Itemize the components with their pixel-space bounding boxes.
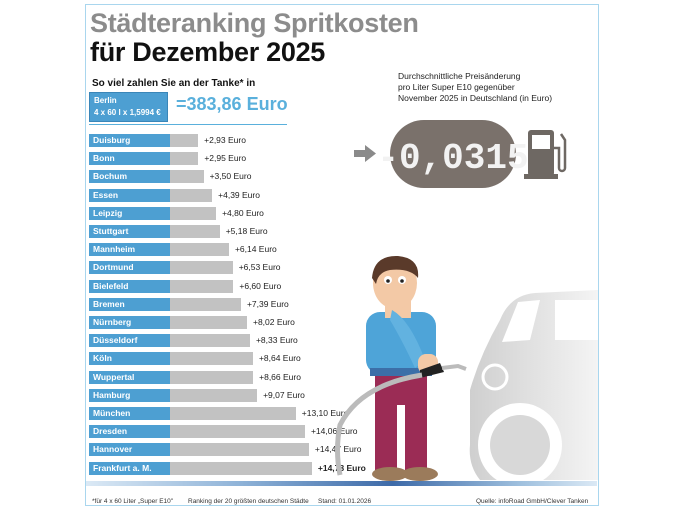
value-label: +2,95 Euro <box>204 153 247 164</box>
bar <box>170 297 241 311</box>
value-label: +9,07 Euro <box>263 389 305 400</box>
bar <box>170 407 296 420</box>
bar <box>170 316 247 329</box>
city-label: Essen <box>89 188 170 202</box>
city-label: Frankfurt a. M. <box>89 461 170 475</box>
bar <box>170 206 217 220</box>
footer-note: *für 4 x 60 Liter „Super E10" <box>92 498 174 505</box>
price-display-graphic: -0,0315 <box>354 120 567 188</box>
value-label: +6,53 Euro <box>238 262 281 273</box>
bar <box>170 243 229 257</box>
bar <box>170 134 199 147</box>
value-label: +6,60 Euro <box>239 280 282 291</box>
footer-source: Quelle: infoRoad GmbH/Clever Tanken <box>476 498 589 505</box>
city-label: Hamburg <box>89 388 170 402</box>
bar <box>170 188 213 202</box>
city-label: Bochum <box>89 170 170 184</box>
fuel-pump-icon <box>524 130 567 179</box>
value-label: +13,10 Euro <box>301 408 349 418</box>
value-label: +5,18 Euro <box>225 226 268 236</box>
city-label: Bonn <box>89 152 170 166</box>
divider <box>89 124 287 125</box>
city-label: Köln <box>89 352 170 366</box>
title-line-1: Städteranking Spritkosten <box>90 8 419 38</box>
city-label: Dortmund <box>89 261 170 275</box>
price-change-caption: Durchschnittliche Preisänderung pro Lite… <box>398 71 552 104</box>
subtitle: So viel zahlen Sie an der Tanke* in <box>92 78 256 89</box>
berlin-city: Berlin <box>94 96 117 105</box>
berlin-total: =383,86 Euro <box>176 94 288 114</box>
value-label: +8,33 Euro <box>255 335 298 346</box>
bar <box>170 152 199 166</box>
value-label: +8,64 Euro <box>258 353 301 364</box>
bar <box>170 261 233 275</box>
footer-ranking: Ranking der 20 größten deutschen Städte <box>188 498 309 505</box>
footer-date: Stand: 01.01.2026 <box>318 498 372 505</box>
city-label: Mannheim <box>89 243 170 257</box>
bar <box>170 170 204 184</box>
berlin-box: Berlin 4 x 60 l x 1,5994 € <box>89 92 168 122</box>
city-label: Dresden <box>89 425 170 439</box>
bar <box>170 225 220 238</box>
value-label: +14,78 Euro <box>317 462 366 473</box>
value-label: +4,80 Euro <box>222 207 264 218</box>
car-illustration <box>469 290 598 482</box>
city-label: München <box>89 407 170 420</box>
caption-line: pro Liter Super E10 gegenüber <box>398 82 515 92</box>
bar <box>170 388 258 402</box>
bar <box>170 352 253 366</box>
value-label: +8,02 Euro <box>252 317 295 327</box>
value-label: +2,93 Euro <box>204 135 246 145</box>
city-label: Hannover <box>89 443 170 457</box>
value-label: +3,50 Euro <box>209 171 252 182</box>
value-label: +7,39 Euro <box>246 298 289 309</box>
city-label: Düsseldorf <box>89 334 170 348</box>
city-label: Wuppertal <box>89 370 170 384</box>
bar <box>170 425 305 439</box>
price-change-value: -0,0315 <box>377 138 528 179</box>
city-label: Duisburg <box>89 134 170 147</box>
title-line-2: für Dezember 2025 <box>90 37 326 67</box>
caption-line: Durchschnittliche Preisänderung <box>398 71 521 81</box>
city-label: Stuttgart <box>89 225 170 238</box>
arrow-right-icon <box>354 145 376 162</box>
city-label: Leipzig <box>89 206 170 220</box>
city-label: Bielefeld <box>89 279 170 293</box>
bar <box>170 461 312 475</box>
man-illustration <box>335 255 467 481</box>
illustration <box>335 255 598 482</box>
bar <box>170 334 250 348</box>
city-label: Nürnberg <box>89 316 170 329</box>
footer-stripe <box>86 481 597 486</box>
bar <box>170 443 309 457</box>
city-label: Bremen <box>89 297 170 311</box>
bar <box>170 279 234 293</box>
caption-line: November 2025 in Deutschland (in Euro) <box>398 93 553 103</box>
value-label: +8,66 Euro <box>259 371 301 382</box>
value-label: +4,39 Euro <box>218 189 260 200</box>
berlin-formula: 4 x 60 l x 1,5994 € <box>94 108 161 117</box>
bar <box>170 370 254 384</box>
value-label: +6,14 Euro <box>234 244 277 255</box>
value-label: +14,06 Euro <box>310 426 358 437</box>
